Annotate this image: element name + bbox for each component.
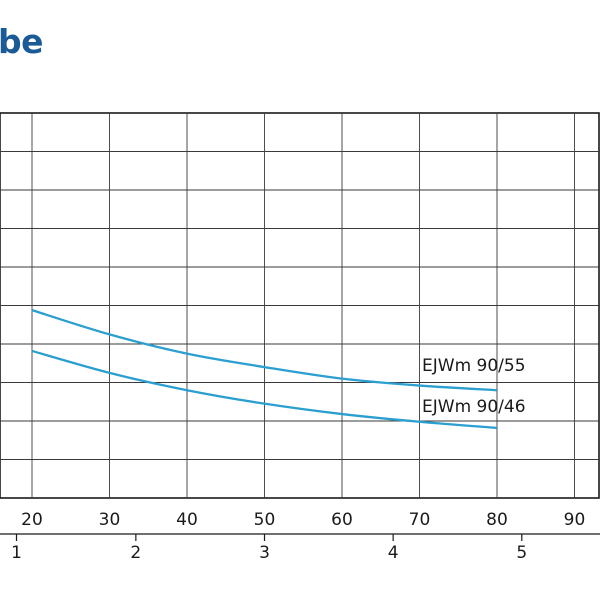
grid	[0, 112, 600, 499]
secondary-x-axis-ticks: 1 2 3 4 5	[0, 533, 600, 563]
x-tick-label: 50	[254, 510, 276, 530]
series-lines	[31, 309, 498, 430]
x-tick-label: 90	[564, 510, 586, 530]
x-tick-label: 20	[21, 510, 43, 530]
series-labels: EJWm 90/55 EJWm 90/46	[422, 356, 526, 417]
secondary-x-tick-label: 5	[516, 543, 527, 563]
x-tick-label: 40	[176, 510, 198, 530]
series-label-1: EJWm 90/55	[422, 356, 526, 376]
secondary-x-tick-label: 4	[388, 543, 399, 563]
chart-title: be	[0, 22, 44, 61]
x-tick-label: 30	[99, 510, 121, 530]
secondary-x-tick-label: 2	[130, 543, 141, 563]
series-label-2: EJWm 90/46	[422, 397, 526, 417]
secondary-x-tick-label: 3	[259, 543, 270, 563]
x-tick-label: 60	[331, 510, 353, 530]
series-line-1	[31, 309, 498, 392]
x-axis-ticks: 20 30 40 50 60 70 80 90	[21, 510, 585, 530]
secondary-x-tick-label: 1	[11, 543, 22, 563]
x-tick-label: 80	[486, 510, 508, 530]
x-tick-label: 70	[409, 510, 431, 530]
series-line-2	[31, 349, 498, 430]
